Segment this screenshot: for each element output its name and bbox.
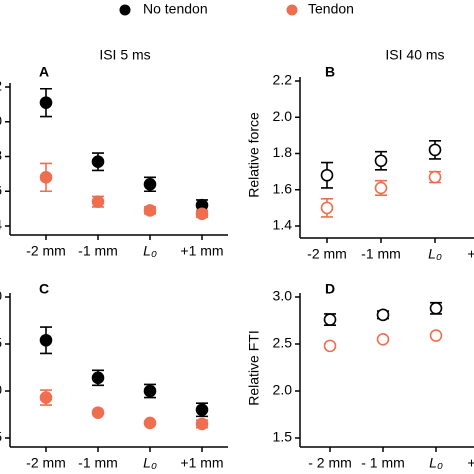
point xyxy=(143,204,157,217)
y-axis-label: Relative force xyxy=(246,112,262,198)
x-tick-label: +1 mm xyxy=(467,455,474,471)
point xyxy=(91,371,105,385)
y-tick-label: 1.6 xyxy=(273,180,293,196)
y-tick-label: 2.2 xyxy=(273,72,293,88)
y-tick-label: 2.0 xyxy=(273,382,293,398)
point xyxy=(195,417,209,431)
x-tick-label: L₀ xyxy=(143,243,157,259)
y-tick-label: 2.2 xyxy=(0,78,2,94)
y-tick-label: 1.8 xyxy=(0,147,2,163)
x-tick-label: L₀ xyxy=(428,246,442,262)
y-tick-label: 1.4 xyxy=(273,217,293,233)
x-tick-label: -2 mm xyxy=(307,246,347,262)
y-tick-label: 3.0 xyxy=(0,288,2,304)
point xyxy=(429,301,443,315)
panel-title: ISI 40 ms xyxy=(385,47,444,63)
x-tick-label: -2 mm xyxy=(26,455,66,471)
point xyxy=(323,313,337,326)
point xyxy=(376,332,390,346)
point xyxy=(323,339,337,353)
point xyxy=(91,155,105,169)
point xyxy=(320,168,334,182)
point xyxy=(39,333,53,347)
panel-title: ISI 5 ms xyxy=(99,47,150,63)
point xyxy=(91,406,105,419)
y-tick-label: 2.5 xyxy=(0,335,2,351)
point xyxy=(376,308,390,322)
point xyxy=(91,195,105,208)
x-tick-label: - 1 mm xyxy=(361,455,405,471)
y-tick-label: 2.5 xyxy=(273,335,293,351)
point xyxy=(374,154,388,168)
point xyxy=(143,178,157,191)
point xyxy=(39,171,53,184)
y-tick-label: 1.8 xyxy=(273,144,293,160)
point xyxy=(428,143,442,157)
legend-marker xyxy=(286,4,298,16)
legend-marker xyxy=(119,4,131,16)
point xyxy=(428,170,442,184)
x-tick-label: -1 mm xyxy=(361,246,401,262)
x-tick-label: - 2 mm xyxy=(308,455,352,471)
legend-label: No tendon xyxy=(143,1,208,17)
x-tick-label: -1 mm xyxy=(78,455,118,471)
y-tick-label: 1.5 xyxy=(273,429,293,445)
x-tick-label: +1 mm xyxy=(180,455,223,471)
point xyxy=(39,96,53,109)
x-tick-label: +1 mm xyxy=(180,243,223,259)
x-tick-label: -1 mm xyxy=(78,243,118,259)
point xyxy=(374,181,388,195)
point xyxy=(143,384,157,398)
point xyxy=(429,329,443,342)
panel-letter: B xyxy=(325,64,335,80)
point xyxy=(143,416,157,430)
y-tick-label: 1.5 xyxy=(0,429,2,445)
point xyxy=(320,201,334,215)
y-tick-label: 3.0 xyxy=(273,288,293,304)
panel-letter: C xyxy=(39,281,49,297)
x-tick-label: L₀ xyxy=(143,455,157,471)
y-tick-label: 1.6 xyxy=(0,182,2,198)
y-axis-label: Relative FTI xyxy=(246,330,262,405)
x-tick-label: L₀ xyxy=(429,455,443,471)
point xyxy=(39,391,53,404)
x-tick-label: +1 mm xyxy=(467,246,474,262)
point xyxy=(195,403,209,417)
y-tick-label: 2.0 xyxy=(0,112,2,128)
y-tick-label: 2.0 xyxy=(273,108,293,124)
y-tick-label: 2.0 xyxy=(0,382,2,398)
legend-label: Tendon xyxy=(308,1,354,17)
y-tick-label: 1.4 xyxy=(0,217,2,233)
x-tick-label: -2 mm xyxy=(26,243,66,259)
point xyxy=(195,207,209,221)
panel-letter: D xyxy=(325,281,335,297)
panel-letter: A xyxy=(39,64,49,80)
